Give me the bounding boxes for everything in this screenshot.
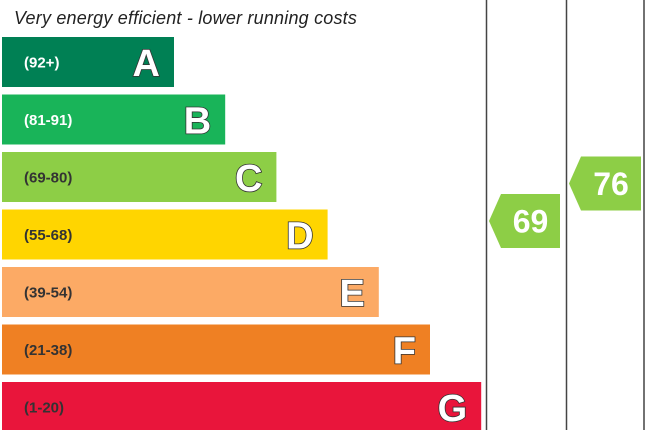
band-range-e: (39-54) [24,285,72,302]
current-rating-value: 69 [513,204,549,240]
band-range-d: (55-68) [24,227,72,244]
band-bar-d [2,209,328,260]
band-letter-c: C [235,158,262,200]
band-range-c: (69-80) [24,170,72,187]
band-range-g: (1-20) [24,400,64,417]
band-bar-g [2,382,482,430]
band-bar-e [2,267,379,317]
efficiency-note: Very energy efficient - lower running co… [14,8,358,28]
band-range-f: (21-38) [24,342,72,359]
band-letter-b: B [184,101,211,143]
potential-rating-value: 76 [593,166,629,202]
band-bar-b [2,94,226,145]
band-letter-f: F [393,331,416,373]
band-range-b: (81-91) [24,112,72,129]
band-letter-e: E [339,273,364,315]
potential-rating-arrow [569,156,641,211]
band-bar-a [2,37,174,87]
band-bar-f [2,324,430,375]
current-rating-arrow [489,194,560,248]
band-bar-c [2,152,277,202]
band-letter-d: D [286,216,313,258]
band-letter-a: A [133,43,160,85]
band-letter-g: G [438,388,468,430]
band-range-a: (92+) [24,55,59,72]
